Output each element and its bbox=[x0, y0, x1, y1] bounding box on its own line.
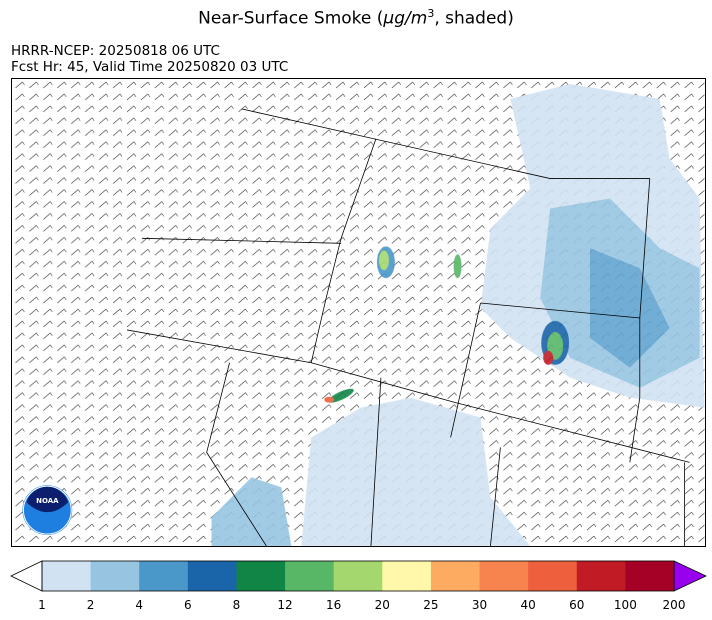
colorbar-segment bbox=[625, 561, 675, 591]
svg-text:NOAA: NOAA bbox=[36, 497, 59, 505]
colorbar-tick-label: 4 bbox=[135, 598, 144, 612]
noaa-logo: NOAA bbox=[22, 485, 73, 536]
colorbar-tick-label: 60 bbox=[569, 598, 585, 612]
colorbar-tick-label: 1 bbox=[38, 598, 46, 612]
colorbar-segment bbox=[430, 561, 481, 591]
colorbar-tick-label: 30 bbox=[471, 598, 488, 612]
colorbar-segment bbox=[42, 561, 92, 591]
colorbar-tick-label: 6 bbox=[184, 598, 192, 612]
colorbar-tick-label: 8 bbox=[232, 598, 241, 612]
colorbar-segment bbox=[236, 561, 286, 591]
colorbar-tick-label: 200 bbox=[662, 598, 686, 612]
colorbar-tick-label: 40 bbox=[520, 598, 536, 612]
forecast-time-label: Fcst Hr: 45, Valid Time 20250820 03 UTC bbox=[11, 59, 289, 75]
colorbar-segment bbox=[139, 561, 189, 591]
smoke-shading bbox=[211, 83, 705, 546]
colorbar-tick-label: 100 bbox=[613, 598, 637, 612]
colorbar-tick-label: 2 bbox=[86, 598, 95, 612]
colorbar bbox=[10, 560, 707, 592]
state-borders bbox=[126, 108, 690, 546]
colorbar-under-arrow bbox=[10, 560, 43, 592]
chart-title: Near-Surface Smoke (μg/m3, shaded) bbox=[198, 7, 514, 29]
colorbar-tick-label: 25 bbox=[423, 598, 439, 612]
colorbar-segment bbox=[285, 561, 335, 591]
colorbar-segment bbox=[479, 561, 529, 591]
colorbar-segment bbox=[333, 561, 383, 591]
smoke-map: NOAA bbox=[11, 78, 706, 547]
model-run-label: HRRR-NCEP: 20250818 06 UTC bbox=[11, 43, 220, 59]
colorbar-segment bbox=[382, 561, 432, 591]
colorbar-segment bbox=[528, 561, 578, 591]
colorbar-over-arrow bbox=[673, 560, 707, 592]
colorbar-segment bbox=[576, 561, 626, 591]
colorbar-tick-label: 16 bbox=[326, 598, 342, 612]
colorbar-segment bbox=[187, 561, 237, 591]
colorbar-tick-label: 12 bbox=[277, 598, 293, 612]
colorbar-segment bbox=[90, 561, 140, 591]
colorbar-tick-label: 20 bbox=[374, 598, 390, 612]
